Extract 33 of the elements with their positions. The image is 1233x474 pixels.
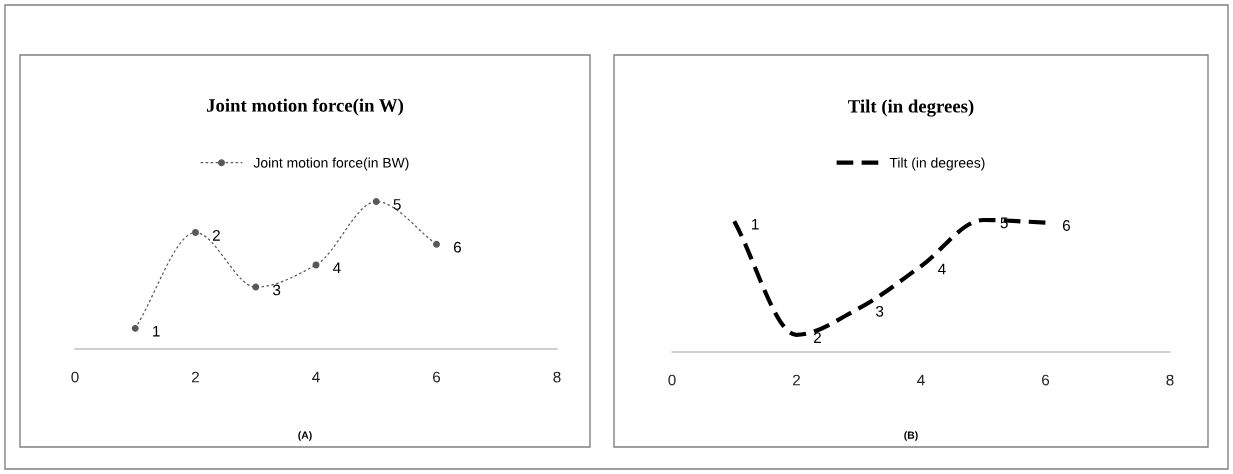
chart-title: Joint motion force(in W) [206, 98, 404, 116]
annotation: 3 [876, 305, 884, 317]
annotation: 6 [453, 241, 461, 253]
annotation: 1 [153, 325, 160, 337]
annotation: 1 [752, 218, 759, 230]
legend-label: Joint motion force(in BW) [253, 157, 409, 171]
annotation: 3 [273, 284, 281, 296]
annotation: 4 [938, 263, 946, 275]
x-tick-label: 0 [668, 374, 676, 386]
annotation: 5 [393, 199, 401, 210]
point [433, 240, 440, 248]
x-tick-label: 8 [553, 371, 561, 383]
annotation: 2 [212, 230, 220, 241]
text: (A) [298, 431, 312, 441]
point [131, 324, 139, 332]
chart-title: Tilt (in degrees) [848, 99, 974, 117]
x-tick-label: 2 [793, 374, 800, 386]
x-tick-label: 2 [192, 371, 199, 383]
x-tick-label: 6 [433, 371, 441, 383]
x-tick-label: 4 [312, 371, 320, 383]
point [252, 283, 260, 291]
x-tick-label: 4 [917, 374, 925, 386]
x-tick-label: 6 [1042, 374, 1050, 386]
x-tick-label: 8 [1166, 374, 1174, 386]
legend-label: Tilt (in degrees) [889, 157, 985, 171]
annotation: 2 [813, 332, 821, 343]
annotation: 4 [333, 262, 341, 274]
annotation: 6 [1062, 220, 1070, 231]
x-tick-label: 0 [71, 371, 79, 383]
point [372, 198, 380, 206]
point [192, 229, 199, 237]
text: (B) [904, 431, 918, 441]
annotation: 5 [1000, 217, 1008, 229]
